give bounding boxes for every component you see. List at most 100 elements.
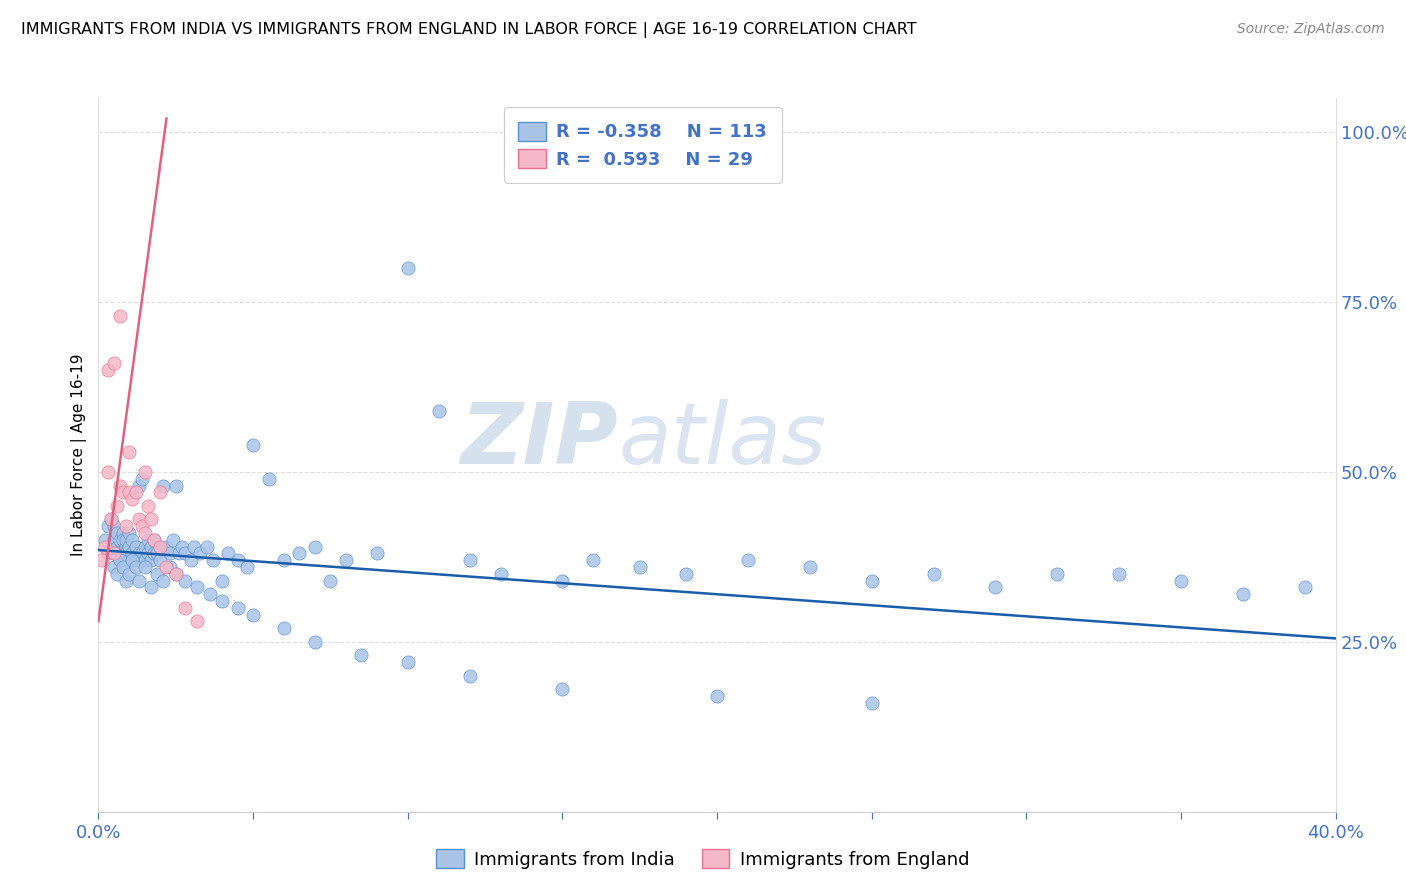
Point [304, 635, 326, 649]
Point [100, 512, 122, 526]
Point [706, 689, 728, 703]
Point [108, 309, 131, 323]
Point [149, 540, 172, 554]
Point [118, 540, 141, 554]
Point [304, 540, 326, 554]
Point [396, 655, 419, 669]
Legend: R = -0.358    N = 113, R =  0.593    N = 29: R = -0.358 N = 113, R = 0.593 N = 29 [503, 107, 782, 183]
Point [112, 533, 135, 547]
Point [165, 566, 187, 581]
Point [97, 363, 120, 377]
Point [105, 499, 128, 513]
Point [118, 444, 141, 458]
Point [155, 560, 177, 574]
Point [97, 519, 120, 533]
Text: ZIP: ZIP [460, 399, 619, 483]
Point [118, 566, 141, 581]
Point [165, 478, 187, 492]
Text: IMMIGRANTS FROM INDIA VS IMMIGRANTS FROM ENGLAND IN LABOR FORCE | AGE 16-19 CORR: IMMIGRANTS FROM INDIA VS IMMIGRANTS FROM… [21, 22, 917, 38]
Point [103, 546, 125, 560]
Point [198, 587, 221, 601]
Point [134, 540, 156, 554]
Point [1232, 587, 1254, 601]
Point [108, 533, 131, 547]
Point [152, 574, 174, 588]
Point [183, 540, 205, 554]
Point [984, 581, 1007, 595]
Point [1108, 566, 1130, 581]
Point [139, 553, 162, 567]
Point [131, 519, 153, 533]
Point [105, 566, 128, 581]
Point [628, 560, 651, 574]
Point [112, 560, 135, 574]
Point [97, 465, 120, 479]
Text: Source: ZipAtlas.com: Source: ZipAtlas.com [1237, 22, 1385, 37]
Point [675, 566, 697, 581]
Point [103, 519, 125, 533]
Point [146, 566, 169, 581]
Point [112, 526, 135, 541]
Point [105, 546, 128, 560]
Point [396, 260, 419, 275]
Point [1294, 581, 1316, 595]
Point [121, 553, 143, 567]
Point [115, 519, 138, 533]
Point [121, 533, 143, 547]
Point [128, 512, 150, 526]
Point [108, 478, 131, 492]
Point [236, 560, 259, 574]
Point [118, 553, 141, 567]
Point [180, 553, 202, 567]
Point [108, 553, 131, 567]
Point [121, 492, 143, 507]
Point [115, 540, 138, 554]
Point [174, 600, 197, 615]
Point [273, 621, 295, 635]
Point [105, 540, 128, 554]
Point [103, 356, 125, 370]
Point [124, 560, 146, 574]
Point [149, 485, 172, 500]
Point [146, 546, 169, 560]
Point [112, 485, 135, 500]
Point [217, 546, 239, 560]
Point [211, 574, 233, 588]
Point [273, 553, 295, 567]
Point [174, 574, 197, 588]
Point [143, 546, 166, 560]
Point [118, 526, 141, 541]
Point [288, 546, 311, 560]
Point [124, 485, 146, 500]
Point [143, 533, 166, 547]
Point [103, 546, 125, 560]
Text: atlas: atlas [619, 399, 827, 483]
Point [139, 540, 162, 554]
Point [93, 540, 115, 554]
Point [128, 546, 150, 560]
Point [737, 553, 759, 567]
Point [489, 566, 512, 581]
Point [226, 600, 249, 615]
Point [134, 465, 156, 479]
Point [458, 553, 481, 567]
Point [100, 512, 122, 526]
Point [551, 682, 574, 697]
Point [103, 560, 125, 574]
Point [134, 553, 156, 567]
Point [108, 553, 131, 567]
Point [112, 546, 135, 560]
Point [242, 607, 264, 622]
Point [121, 546, 143, 560]
Point [139, 581, 162, 595]
Point [159, 546, 181, 560]
Point [458, 669, 481, 683]
Point [195, 540, 218, 554]
Point [134, 526, 156, 541]
Point [186, 581, 208, 595]
Point [242, 438, 264, 452]
Point [149, 540, 172, 554]
Point [97, 546, 120, 560]
Point [115, 546, 138, 560]
Point [366, 546, 388, 560]
